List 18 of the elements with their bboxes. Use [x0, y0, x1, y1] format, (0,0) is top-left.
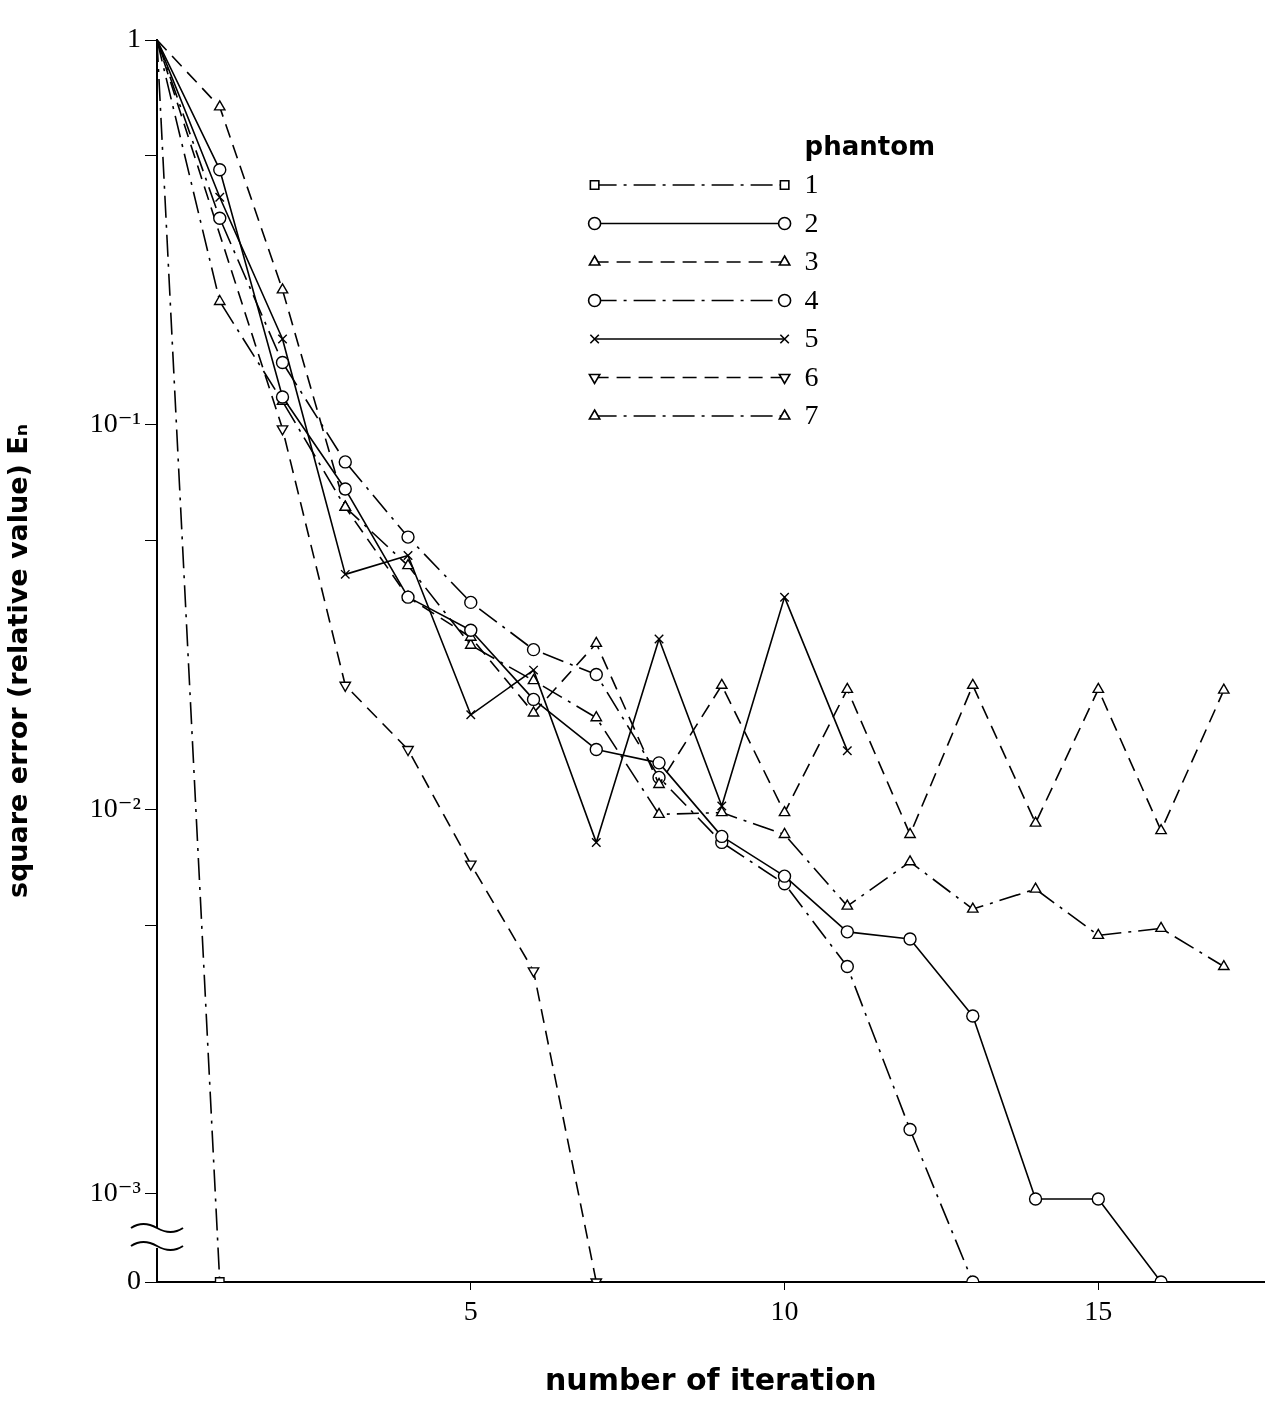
- y-tick-label: 0: [127, 1264, 141, 1296]
- y-tick-label: 10⁻¹: [89, 406, 141, 438]
- x-tick-label: 5: [463, 1295, 478, 1327]
- legend-label: 3: [804, 245, 819, 277]
- legend-label: 6: [804, 360, 819, 392]
- x-axis-title: number of iteration: [544, 1361, 877, 1397]
- legend-label: 1: [804, 168, 819, 200]
- x-tick-label: 15: [1084, 1295, 1113, 1327]
- y-tick-label: 10⁻³: [89, 1176, 141, 1208]
- legend-label: 2: [804, 206, 819, 238]
- legend-label: 4: [804, 283, 819, 315]
- y-tick-label: 1: [127, 22, 141, 54]
- y-axis-title: square error (relative value) Eₙ: [2, 423, 34, 899]
- y-tick-label: 10⁻²: [89, 791, 141, 823]
- legend-label: 5: [804, 322, 819, 354]
- legend-title: phantom: [804, 130, 936, 161]
- x-tick-label: 10: [770, 1295, 799, 1327]
- legend-label: 7: [804, 399, 819, 431]
